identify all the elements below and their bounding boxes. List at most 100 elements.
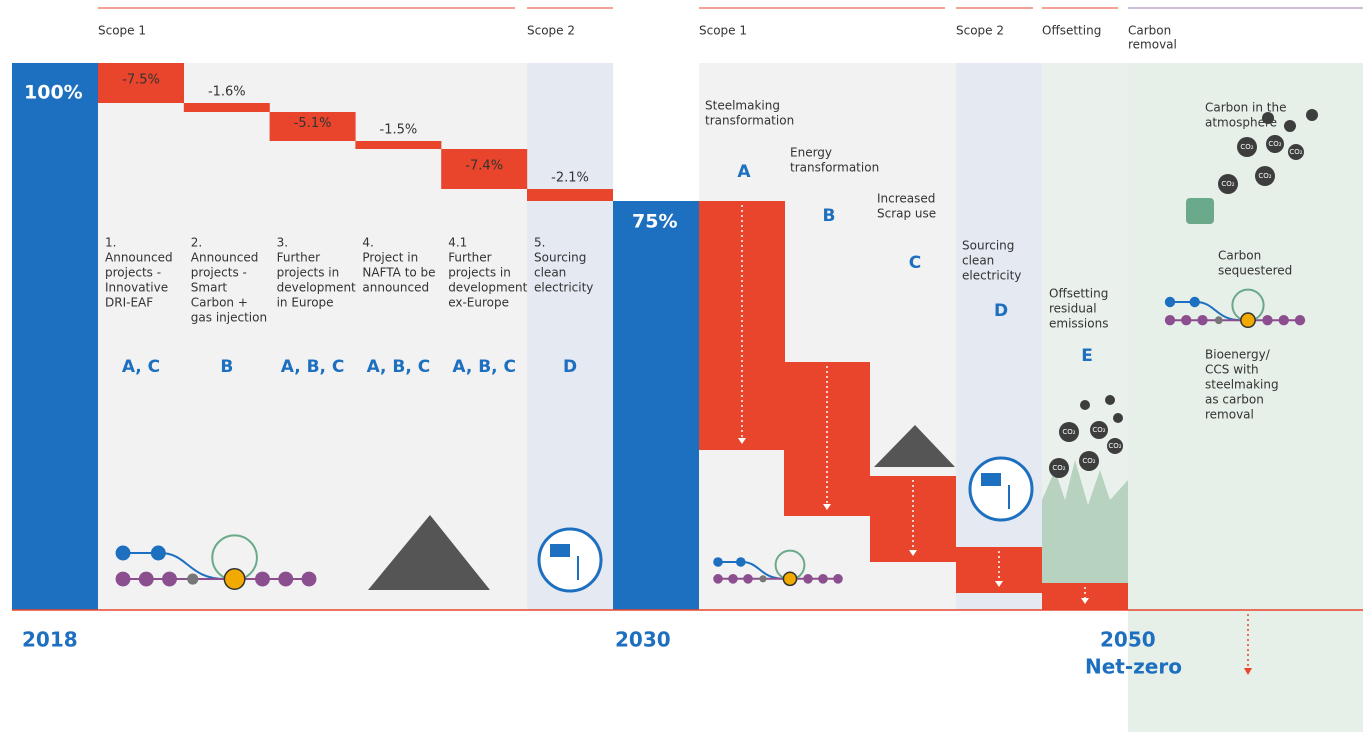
scope-label: Scope 1 [699, 24, 747, 38]
step-description: Announced [105, 251, 173, 265]
step-description: Project in [362, 251, 418, 265]
step-description: Smart [191, 281, 228, 295]
scope-label: Scope 1 [98, 24, 146, 38]
solar-icon [968, 456, 1034, 522]
co2-bubble [1059, 422, 1079, 442]
step-description: DRI-EAF [105, 296, 153, 310]
step-description: Carbon + [191, 296, 248, 310]
co2-label: CO₂ [1240, 143, 1253, 151]
step-description: NAFTA to be [362, 266, 435, 280]
step-bar [183, 103, 270, 112]
step-description: Sourcing [534, 251, 586, 265]
arrow-head [738, 438, 746, 444]
step-description: Further [277, 251, 320, 265]
step-description: announced [362, 281, 429, 295]
lever-title: Sourcing [962, 239, 1014, 253]
removal-label: Carbon in the [1205, 101, 1287, 115]
co2-label: CO₂ [1258, 172, 1271, 180]
arrow-head [823, 504, 831, 510]
co2-label: CO₂ [1268, 140, 1281, 148]
step-levers: A, B, C [281, 357, 345, 377]
removal-label: sequestered [1218, 264, 1292, 278]
step-description: gas injection [191, 311, 267, 325]
lever-title: Steelmaking [705, 99, 780, 113]
co2-bubble [1262, 112, 1274, 124]
icon-node [150, 545, 166, 561]
removal-label: as carbon [1205, 393, 1264, 407]
mid-bar [613, 201, 699, 610]
icon-node [803, 574, 813, 584]
icon-node [818, 574, 828, 584]
step-description: 5. [534, 236, 545, 250]
co2-label: CO₂ [1289, 148, 1302, 156]
step-bar [527, 189, 613, 201]
step-description: projects in [277, 266, 340, 280]
icon-furnace [782, 571, 798, 587]
icon-furnace [1240, 312, 1256, 329]
arrow-head [1244, 668, 1252, 675]
lever-title: clean [962, 254, 994, 268]
icon-node [1164, 296, 1176, 308]
lever-title: residual [1049, 302, 1097, 316]
solar-panel [550, 544, 570, 557]
scope2-bg [956, 63, 1042, 610]
step-description: Further [448, 251, 491, 265]
co2-label: CO₂ [1092, 426, 1105, 434]
step-description: in Europe [277, 296, 334, 310]
step-description: projects in [448, 266, 511, 280]
co2-label: CO₂ [1062, 428, 1075, 436]
lever-letter: B [823, 206, 836, 226]
solar-icon [537, 527, 603, 593]
removal-label: atmosphere [1205, 116, 1277, 130]
co2-bubble [1113, 413, 1123, 423]
step-description: 2. [191, 236, 202, 250]
icon-node [1214, 316, 1223, 325]
lever-title: Energy [790, 146, 832, 160]
icon-node [1189, 296, 1200, 308]
co2-bubble [1237, 137, 1257, 157]
removal-label: Carbon [1218, 249, 1261, 263]
step-description: projects - [105, 266, 161, 280]
co2-bubble [1107, 438, 1123, 454]
step-bar [269, 112, 356, 141]
arrow-head [1081, 598, 1089, 604]
icon-node [1164, 315, 1176, 326]
co2-bubble [1218, 174, 1238, 194]
co2-bubble [1255, 166, 1275, 186]
co2-bubble [1266, 135, 1284, 153]
removal-bg [1128, 63, 1363, 732]
step-description: electricity [534, 281, 593, 295]
scope-label: Carbon [1128, 24, 1171, 38]
year: 2018 [22, 628, 78, 652]
leaf-icon [1186, 198, 1214, 224]
icon-node [301, 571, 317, 587]
lever-title: electricity [962, 269, 1021, 283]
arrow-head [909, 550, 917, 556]
step-levers: A, C [122, 357, 160, 377]
removal-label: Bioenergy/ [1205, 348, 1271, 362]
step-description: 4. [362, 236, 373, 250]
lever-letter: E [1081, 346, 1093, 366]
co2-bubble [1306, 109, 1318, 121]
step-description: Innovative [105, 281, 168, 295]
step-description: ex-Europe [448, 296, 509, 310]
step-description: clean [534, 266, 566, 280]
icon-node [187, 573, 199, 585]
icon-node [736, 557, 746, 567]
icon-node [255, 571, 270, 587]
step-levers: D [563, 357, 577, 377]
co2-bubble [1284, 120, 1296, 132]
step-change: -7.5% [122, 73, 160, 88]
scope2-bg [527, 63, 613, 610]
scope-label: Offsetting [1042, 24, 1101, 38]
step-change: -7.4% [465, 159, 503, 174]
icon-node [1262, 315, 1273, 326]
step-description: Announced [191, 251, 259, 265]
step-bar [98, 63, 184, 103]
icon-node [138, 571, 154, 587]
year: 2050 [1100, 628, 1156, 652]
co2-bubble [1105, 395, 1115, 405]
icon-furnace [223, 568, 246, 591]
arrow-head [995, 581, 1003, 587]
step-description: 3. [277, 236, 288, 250]
